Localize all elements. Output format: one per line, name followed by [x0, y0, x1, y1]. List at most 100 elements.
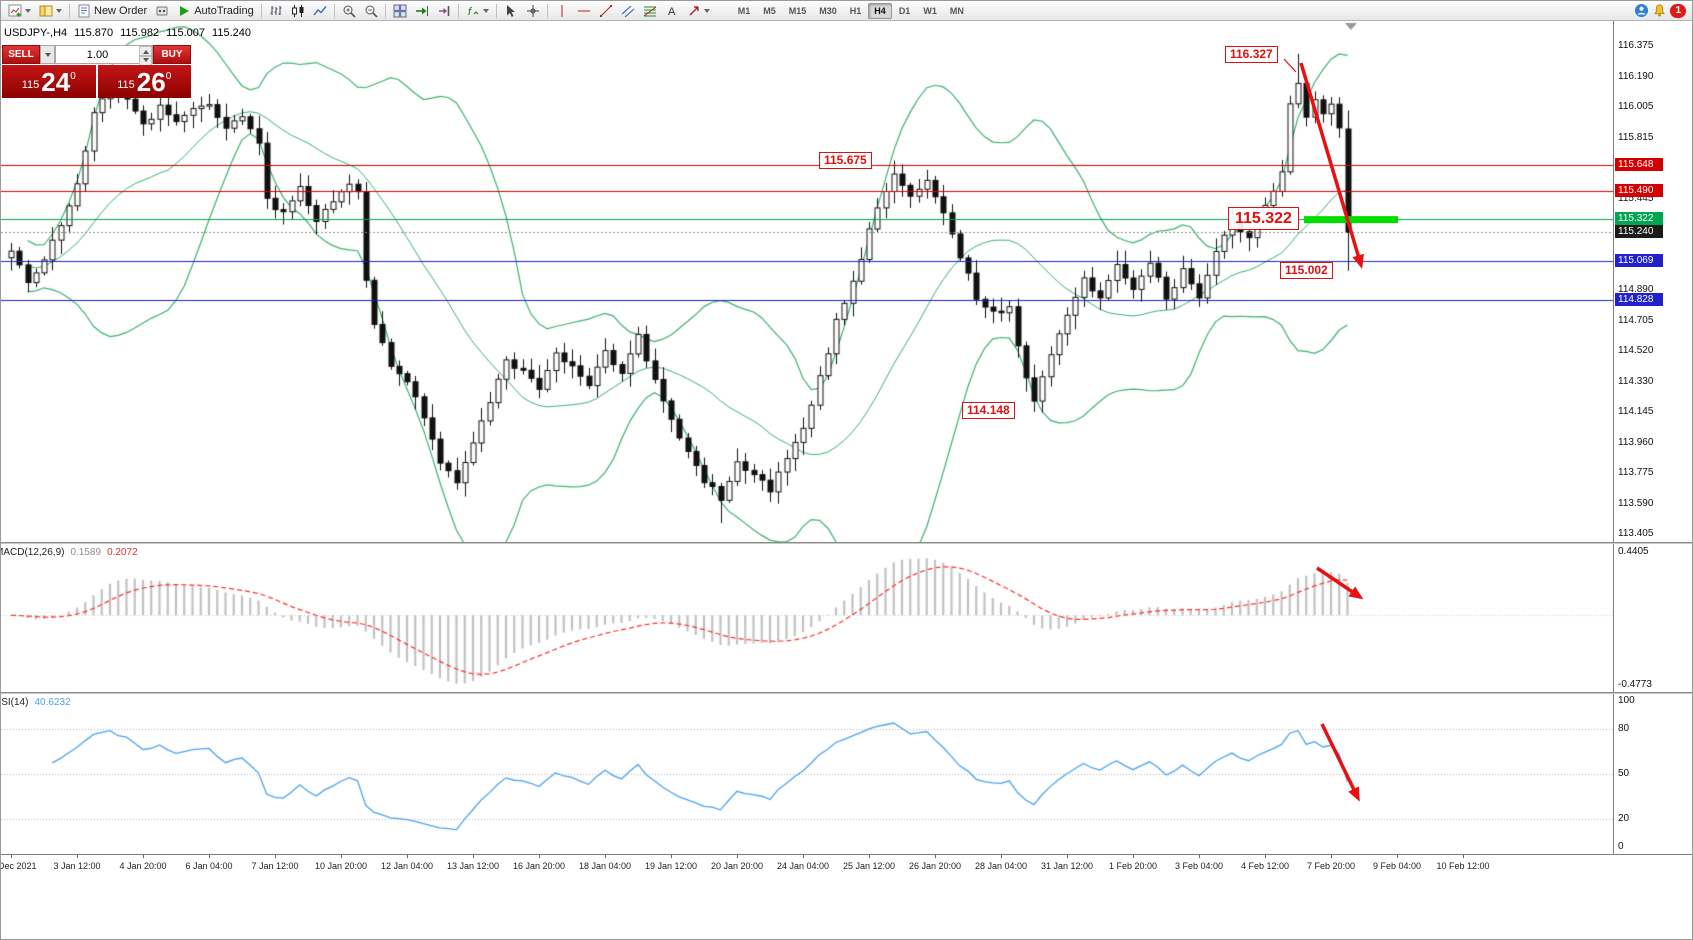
time-axis[interactable]: 30 Dec 2021 3 Jan 12:00 4 Jan 20:00 6 Jan 0…	[1, 854, 1692, 877]
toolbar-separator	[495, 3, 497, 18]
price-tick-label: 114.330	[1618, 375, 1654, 387]
time-label: 25 Jan 12:00	[842, 861, 896, 871]
timeframe-d1-button[interactable]: D1	[893, 3, 917, 19]
price-axis[interactable]: 116.375116.190116.005115.815115.630115.4…	[1613, 21, 1692, 542]
sell-button[interactable]: SELL	[2, 45, 40, 64]
vertical-line-button[interactable]	[551, 2, 573, 20]
price-tag: 114.828	[1615, 293, 1663, 307]
arrow-objects-button[interactable]	[683, 2, 714, 20]
trendline-button[interactable]	[595, 2, 617, 20]
ohlc-high: 115.982	[120, 27, 160, 39]
time-label: 12 Jan 04:00	[380, 861, 434, 871]
ask-prefix: 115	[117, 79, 135, 91]
expert-advisors-button[interactable]	[151, 2, 173, 20]
sell-options-dropdown[interactable]	[40, 45, 55, 64]
time-tick	[275, 855, 276, 858]
toolbar-separator	[260, 3, 262, 18]
price-annotation[interactable]: 115.675	[819, 152, 872, 169]
volume-stepper-up[interactable]	[139, 46, 152, 56]
chevron-down-icon	[703, 9, 710, 16]
main-chart-canvas[interactable]	[1, 21, 1613, 542]
panel-separator[interactable]	[1, 542, 1692, 544]
timeframe-mn-button[interactable]: MN	[944, 3, 970, 19]
candlestick-mode-button[interactable]	[287, 2, 309, 20]
toolbar-separator	[69, 3, 70, 18]
time-tick	[1265, 855, 1266, 858]
time-tick	[803, 855, 804, 858]
tile-windows-button[interactable]	[389, 2, 411, 20]
cursor-button[interactable]	[500, 2, 522, 20]
profiles-icon	[39, 4, 53, 18]
timeframe-w1-button[interactable]: W1	[917, 3, 943, 19]
price-tick-label: 114.890	[1618, 284, 1654, 295]
time-label: 9 Feb 04:00	[1372, 861, 1422, 871]
time-tick	[1397, 855, 1398, 858]
ask-price-display[interactable]: 115 26 0	[97, 65, 191, 98]
timeframe-h4-button[interactable]: H4	[868, 2, 892, 19]
time-tick	[1133, 855, 1134, 858]
new-chart-button[interactable]	[4, 2, 35, 20]
profiles-button[interactable]	[35, 2, 66, 20]
bid-big-digits: 24	[41, 67, 71, 97]
community-icon[interactable]	[1634, 3, 1649, 18]
macd-axis[interactable]: 0.4405 -0.4773	[1613, 544, 1692, 692]
price-annotation[interactable]: 115.002	[1280, 262, 1333, 279]
trend-icon	[599, 4, 613, 18]
text-label-button[interactable]: A	[661, 2, 683, 20]
time-label: 4 Feb 12:00	[1240, 861, 1290, 871]
new-order-button[interactable]: New Order	[73, 2, 151, 20]
price-tag: 115.490	[1615, 184, 1663, 198]
zoom-in-button[interactable]	[338, 2, 360, 20]
zoom-out-button[interactable]	[360, 2, 382, 20]
price-tick-label: 114.145	[1618, 406, 1654, 417]
notification-badge[interactable]: 1	[1670, 3, 1686, 18]
chart-shift-button[interactable]	[433, 2, 455, 20]
ohlc-low: 115.007	[166, 27, 206, 39]
volume-field	[55, 45, 153, 66]
time-label: 10 Jan 20:00	[314, 861, 368, 871]
price-annotation[interactable]: 114.148	[962, 402, 1015, 419]
auto-scroll-button[interactable]	[411, 2, 433, 20]
timeframe-m30-button[interactable]: M30	[813, 3, 843, 19]
time-tick	[473, 855, 474, 858]
time-label: 10 Feb 12:00	[1436, 861, 1490, 871]
chart-plus-icon	[8, 4, 22, 18]
macd-label: MACD(12,26,9) 0.1589 0.2072	[1, 547, 138, 558]
timeframe-h1-button[interactable]: H1	[844, 3, 868, 19]
time-tick	[209, 855, 210, 858]
crosshair-button[interactable]	[522, 2, 544, 20]
timeframe-m5-button[interactable]: M5	[757, 3, 782, 19]
price-tag: 115.240	[1615, 225, 1663, 239]
price-annotation[interactable]: 116.327	[1225, 46, 1278, 63]
notification-bell-icon[interactable]	[1652, 3, 1667, 18]
volume-input[interactable]	[56, 46, 139, 63]
fibonacci-retracement-button[interactable]	[639, 2, 661, 20]
time-label: 16 Jan 20:00	[512, 861, 566, 871]
line-icon	[313, 4, 327, 18]
autotrading-button[interactable]: AutoTrading	[173, 2, 258, 20]
rsi-axis[interactable]: 100 80 50 20 0	[1613, 694, 1692, 854]
time-tick	[605, 855, 606, 858]
symbol-period-label: USDJPY-,H4	[4, 27, 68, 39]
time-tick	[869, 855, 870, 858]
bar-chart-mode-button[interactable]	[265, 2, 287, 20]
indicators-button[interactable]: f	[462, 2, 493, 20]
line-chart-mode-button[interactable]	[309, 2, 331, 20]
buy-button[interactable]: BUY	[153, 45, 191, 64]
horizontal-line-button[interactable]	[573, 2, 595, 20]
timeframe-m15-button[interactable]: M15	[783, 3, 813, 19]
price-tick-label: 114.520	[1618, 345, 1654, 356]
macd-canvas[interactable]	[1, 544, 1613, 692]
equidistant-channel-button[interactable]	[617, 2, 639, 20]
timeframe-m1-button[interactable]: M1	[732, 3, 757, 19]
bid-price-display[interactable]: 115 24 0	[2, 65, 96, 98]
rsi-canvas[interactable]	[1, 694, 1613, 854]
time-tick	[539, 855, 540, 858]
panel-separator[interactable]	[1, 692, 1692, 694]
price-annotation[interactable]: 115.322	[1228, 207, 1299, 230]
time-label: 24 Jan 04:00	[776, 861, 830, 871]
time-tick	[143, 855, 144, 858]
price-tag: 115.648	[1615, 158, 1663, 172]
price-tick-label: 113.590	[1618, 497, 1654, 509]
time-tick	[77, 855, 78, 858]
